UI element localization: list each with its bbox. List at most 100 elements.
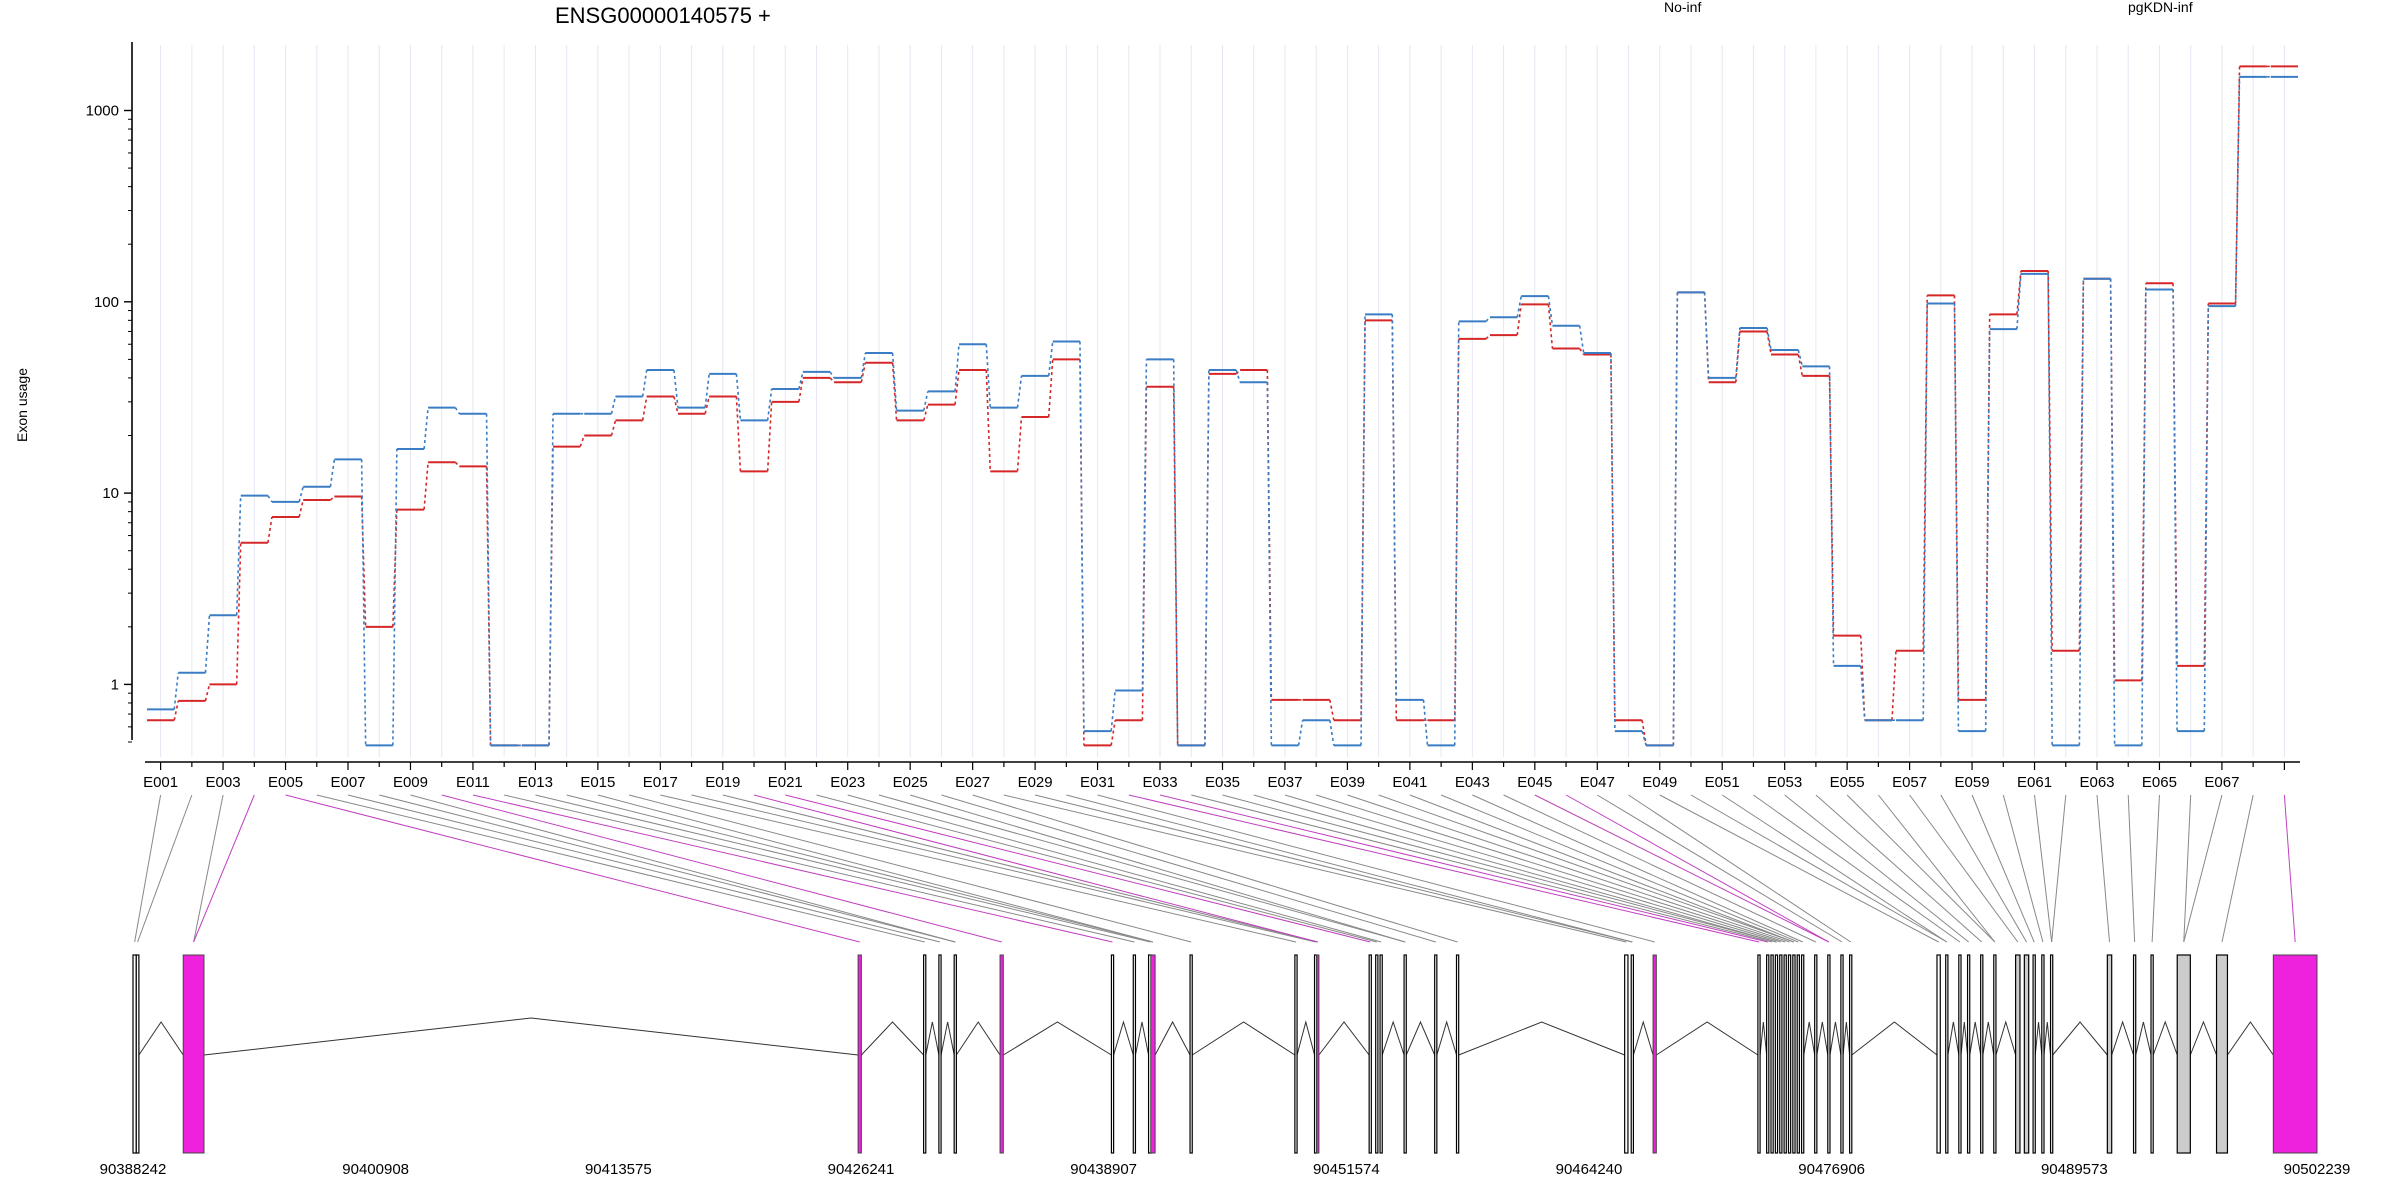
x-tick-label: E057 bbox=[1892, 774, 1927, 791]
exon-connector bbox=[2283, 794, 2296, 943]
intron-line bbox=[2152, 1020, 2178, 1056]
exon-block bbox=[1368, 954, 1372, 1154]
exon-connector bbox=[566, 794, 1154, 943]
exon-step bbox=[891, 352, 898, 411]
intron-line bbox=[1154, 1020, 1191, 1056]
vertical-grid bbox=[160, 45, 2285, 757]
intron-line bbox=[1995, 1020, 2017, 1056]
intron-line bbox=[861, 1021, 924, 1056]
x-tick-label: E001 bbox=[143, 774, 178, 791]
x-tick-label: E063 bbox=[2079, 774, 2114, 791]
exon-connector bbox=[1940, 794, 2027, 943]
intron-line bbox=[1982, 1021, 1995, 1056]
exon-block bbox=[1779, 954, 1783, 1154]
exon-step bbox=[1766, 331, 1772, 355]
exon-connector bbox=[2127, 794, 2136, 943]
exon-step bbox=[1047, 359, 1054, 418]
exon-step bbox=[1797, 349, 1804, 367]
genomic-coordinate-label: 90426241 bbox=[828, 1161, 895, 1178]
exon-step bbox=[1703, 292, 1710, 378]
intron-line bbox=[1816, 1021, 1829, 1056]
exon-connector bbox=[1597, 794, 1843, 943]
exon-block bbox=[1624, 954, 1629, 1154]
exon-block bbox=[923, 954, 927, 1154]
exon-step bbox=[1266, 382, 1273, 746]
intron-line bbox=[940, 1021, 955, 1056]
exon-step bbox=[1641, 720, 1647, 746]
exon-block-highlighted bbox=[1150, 954, 1156, 1154]
intron-line bbox=[1803, 1021, 1816, 1056]
exon-step bbox=[673, 396, 679, 414]
exon-connector bbox=[1846, 794, 1996, 943]
exon-connector bbox=[722, 794, 1318, 943]
axes: 1 10 100 1000 E001 E003 E005 E007 E009 E011 E013 E0… bbox=[86, 42, 2300, 791]
exon-block bbox=[953, 954, 957, 1154]
exon-block bbox=[2015, 954, 2021, 1154]
exon-block bbox=[135, 954, 140, 1154]
intron-line bbox=[1851, 1021, 1938, 1056]
genomic-coordinate-label: 90489573 bbox=[2041, 1161, 2108, 1178]
exon-step bbox=[641, 396, 648, 421]
exon-connector bbox=[504, 794, 1135, 943]
x-tick-label: E007 bbox=[330, 774, 365, 791]
exon-block bbox=[1375, 954, 1379, 1154]
exon-step bbox=[1672, 292, 1679, 746]
intron-line bbox=[1134, 1021, 1150, 1056]
exon-connector bbox=[1316, 794, 1786, 943]
exon-step bbox=[1828, 366, 1835, 666]
intron-line bbox=[925, 1021, 940, 1056]
exon-block bbox=[1787, 954, 1792, 1154]
exon-step bbox=[1204, 370, 1210, 746]
intron-line bbox=[1632, 1020, 1654, 1056]
exon-block bbox=[1403, 954, 1407, 1154]
exon-block bbox=[1796, 954, 1800, 1154]
exon-connector bbox=[1721, 794, 1948, 943]
exon-step bbox=[1953, 295, 1960, 700]
exon-block bbox=[2023, 954, 2030, 1154]
exon-connector bbox=[1784, 794, 1969, 943]
exon-connector bbox=[691, 794, 1316, 943]
exon-step bbox=[1891, 650, 1897, 721]
exon-connector bbox=[2096, 794, 2111, 943]
exon-step bbox=[1984, 329, 1991, 732]
exon-step bbox=[454, 461, 460, 467]
exon-block bbox=[1774, 954, 1779, 1154]
exon-connector bbox=[910, 794, 1406, 943]
exon-step bbox=[1735, 331, 1741, 383]
exon-connector bbox=[2002, 794, 2044, 943]
exon-connector bbox=[2183, 794, 2192, 943]
intron-line bbox=[1759, 1021, 1768, 1056]
exon-step bbox=[204, 684, 211, 702]
exon-step bbox=[2047, 273, 2053, 746]
x-tick-label: E059 bbox=[1955, 774, 1990, 791]
exon-connector bbox=[379, 794, 956, 943]
exon-connector bbox=[535, 794, 1151, 943]
intron-line bbox=[138, 1021, 184, 1056]
exon-connector bbox=[1815, 794, 1983, 943]
exon-connector bbox=[1284, 794, 1781, 943]
exon-block bbox=[1966, 954, 1971, 1154]
exon-step bbox=[235, 495, 242, 616]
exon-step bbox=[173, 700, 180, 721]
exon-step bbox=[923, 404, 929, 421]
exon-block bbox=[2215, 954, 2229, 1154]
exon-connector bbox=[193, 794, 224, 943]
exon-connector bbox=[472, 794, 1113, 943]
intron-line bbox=[1829, 1021, 1842, 1056]
exon-step bbox=[329, 459, 336, 487]
intron-line bbox=[1436, 1020, 1457, 1056]
y-tick-label: 1000 bbox=[86, 103, 119, 120]
exon-block bbox=[1379, 954, 1383, 1154]
exon-step bbox=[1329, 699, 1335, 721]
intron-line bbox=[1458, 1021, 1625, 1056]
genomic-coordinate-label: 90502239 bbox=[2284, 1161, 2351, 1178]
exon-step bbox=[392, 449, 398, 746]
x-tick-label: E029 bbox=[1018, 774, 1053, 791]
x-tick-label: E043 bbox=[1455, 774, 1490, 791]
intron-line bbox=[203, 1017, 859, 1056]
exon-step bbox=[2234, 76, 2241, 307]
exon-step bbox=[1329, 720, 1335, 746]
exon-step bbox=[1172, 359, 1179, 746]
exon-connector bbox=[785, 794, 1371, 943]
exon-step bbox=[1016, 375, 1023, 408]
